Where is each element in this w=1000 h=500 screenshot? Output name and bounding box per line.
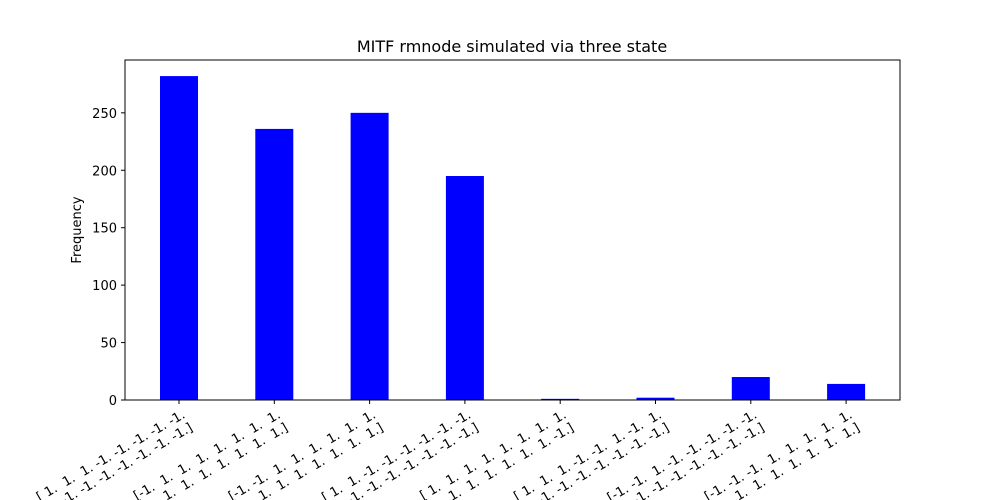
y-tick-label: 150 <box>92 222 117 237</box>
bar <box>731 377 770 400</box>
bar <box>350 112 389 401</box>
bar <box>160 76 198 400</box>
bar <box>255 128 294 400</box>
bar <box>445 176 484 400</box>
bar <box>827 383 866 400</box>
plot-frame <box>124 59 901 401</box>
y-tick-label: 0 <box>109 394 117 409</box>
chart-title: MITF rmnode simulated via three state <box>357 37 667 56</box>
y-axis-label: Frequency <box>70 196 85 263</box>
bar <box>636 397 675 400</box>
bar <box>541 398 580 400</box>
y-tick-label: 100 <box>92 279 117 294</box>
y-tick-label: 250 <box>92 107 117 122</box>
y-tick-label: 200 <box>92 164 117 179</box>
y-tick-label: 50 <box>100 337 117 352</box>
